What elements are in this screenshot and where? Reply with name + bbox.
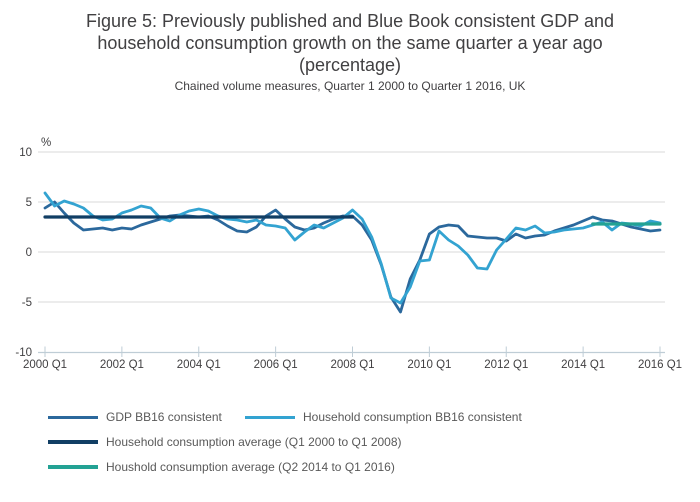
x-axis-tick-label: 2002 Q1: [100, 359, 144, 371]
legend-item-gdp-bb16-line: GDP BB16 consistent: [48, 410, 222, 424]
chart-title: Figure 5: Previously published and Blue …: [30, 10, 670, 76]
y-axis-tick-label: 10: [19, 147, 32, 159]
x-axis-tick-label: 2004 Q1: [177, 359, 221, 371]
household-consumption-bb16-line: [43, 191, 662, 305]
legend-item-household-avg-2000-2008-line: Household consumption average (Q1 2000 t…: [48, 435, 402, 449]
chart-title-line-1: Figure 5: Previously published and Blue …: [86, 11, 614, 31]
chart-title-line-2: household consumption growth on the same…: [97, 33, 603, 53]
y-axis-tick-label: -10: [15, 347, 32, 359]
x-axis-tick-label: 2010 Q1: [407, 359, 451, 371]
y-axis-tick-label: -5: [22, 297, 32, 309]
x-axis-tick-label: 2000 Q1: [23, 359, 67, 371]
y-axis-tick-label: 5: [26, 197, 32, 209]
x-axis-tick-label: 2006 Q1: [254, 359, 298, 371]
y-axis-tick-label: 0: [26, 247, 32, 259]
legend-label: GDP BB16 consistent: [106, 410, 222, 424]
x-axis-tick-label: 2012 Q1: [484, 359, 528, 371]
x-axis-tick-label: 2014 Q1: [561, 359, 605, 371]
x-axis-tick-label: 2016 Q1: [638, 359, 682, 371]
legend-swatch-icon: [48, 465, 98, 469]
x-axis-tick-label: 2008 Q1: [330, 359, 374, 371]
y-axis-unit-label: %: [41, 137, 51, 149]
legend-item-household-avg-2014-2016-line: Houshold consumption average (Q2 2014 to…: [48, 460, 395, 474]
legend-swatch-icon: [245, 415, 295, 419]
legend-label: Household consumption average (Q1 2000 t…: [106, 435, 402, 449]
legend-item-household-consumption-bb16-line: Household consumption BB16 consistent: [245, 410, 522, 424]
legend-swatch-icon: [48, 440, 98, 444]
chart-title-line-3: (percentage): [298, 55, 402, 75]
legend-label: Household consumption BB16 consistent: [303, 410, 522, 424]
chart-subtitle: Chained volume measures, Quarter 1 2000 …: [174, 79, 526, 93]
legend-swatch-icon: [48, 415, 98, 419]
legend-label: Houshold consumption average (Q2 2014 to…: [106, 460, 395, 474]
